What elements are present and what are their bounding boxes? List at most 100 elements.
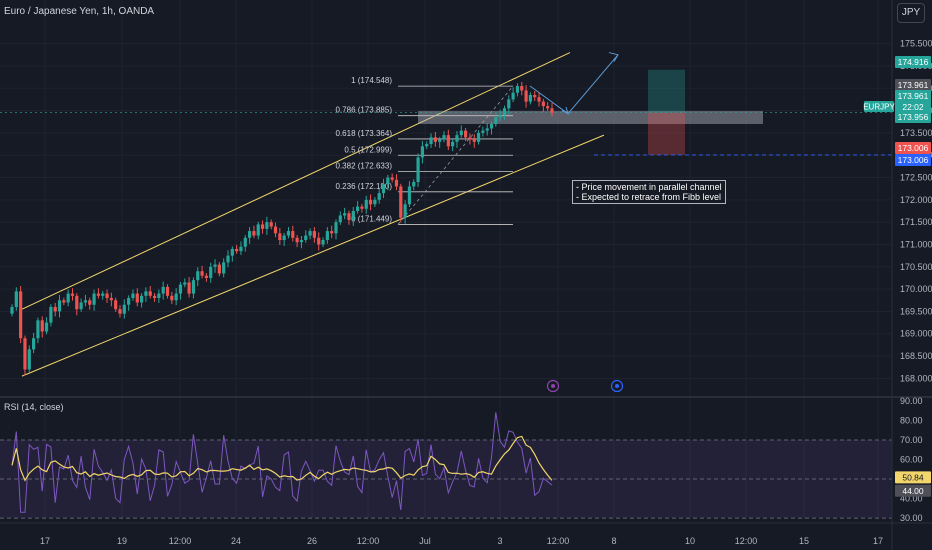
price-labels: 50.8444.00174.916173.961173.96122:02173.…: [863, 56, 931, 497]
candle-body: [381, 184, 386, 194]
candle-body: [425, 144, 429, 147]
candle-body: [528, 94, 532, 102]
target-price-label-bg: [895, 56, 931, 68]
rsi-tick-label: 90.00: [900, 396, 923, 406]
annotation-note[interactable]: - Price movement in parallel channel - E…: [572, 180, 726, 204]
time-tick-label: Jul: [419, 536, 431, 546]
fib-level-label: 0.382 (172.633): [336, 162, 393, 171]
candle-body: [455, 135, 459, 142]
candle-body: [451, 141, 455, 147]
stop-level-label-bg: [895, 154, 931, 166]
annotation-line-1: - Price movement in parallel channel: [576, 182, 722, 192]
price-tick-label: 168.500: [900, 351, 932, 361]
candle-body: [390, 177, 394, 180]
candle-body: [62, 300, 66, 303]
time-tick-label: 12:00: [357, 536, 380, 546]
candle-body: [152, 295, 157, 299]
stop-price-label-bg: [895, 142, 931, 154]
candle-body: [40, 320, 44, 332]
candle-body: [321, 240, 325, 245]
fib-level-label: 0.5 (172.999): [344, 145, 392, 154]
price-tick-label: 170.500: [900, 262, 932, 272]
candle-body: [183, 282, 187, 285]
candle-body: [317, 237, 321, 245]
candle-body: [66, 293, 70, 303]
stop-zone: [648, 112, 685, 155]
candle-body: [114, 300, 118, 310]
candle-body: [304, 235, 308, 241]
candle-body: [364, 199, 368, 209]
candle-body: [269, 222, 273, 227]
time-tick-label: 3: [497, 536, 502, 546]
candle-body: [533, 94, 537, 98]
candle-body: [187, 282, 191, 294]
candle-body: [260, 224, 265, 229]
time-tick-label: 24: [231, 536, 241, 546]
candle-body: [36, 320, 40, 339]
candle-body: [226, 255, 230, 263]
time-tick-label: 19: [117, 536, 127, 546]
currency-button[interactable]: JPY: [897, 3, 925, 23]
price-tick-label: 172.000: [900, 195, 932, 205]
fib-level-label: 1 (174.548): [351, 76, 392, 85]
candle-body: [19, 291, 23, 339]
candle-body: [44, 322, 49, 332]
candle-body: [243, 237, 247, 247]
candle-body: [101, 293, 105, 296]
rsi-tick-label: 80.00: [900, 415, 923, 425]
candle-body: [308, 231, 312, 236]
symbol-tag-bg: [864, 101, 894, 112]
candle-body: [420, 146, 424, 158]
candle-body: [88, 300, 92, 305]
candle-body: [515, 86, 520, 93]
price-tick-label: 171.000: [900, 239, 932, 249]
candle-body: [489, 123, 494, 129]
candle-body: [109, 298, 113, 301]
candle-body: [131, 293, 135, 299]
time-tick-label: 12:00: [169, 536, 192, 546]
candle-body: [377, 193, 381, 200]
candle-body: [511, 92, 515, 100]
candle-body: [273, 226, 278, 234]
candle-body: [32, 338, 36, 350]
candle-body: [338, 215, 342, 223]
high-price-label: 173.961: [898, 80, 929, 90]
annotation-line-2: - Expected to retrace from Fibb level: [576, 192, 722, 202]
candle-body: [49, 306, 53, 323]
countdown-label-bg: [895, 101, 931, 113]
candle-body: [161, 286, 165, 294]
candle-body: [442, 135, 446, 140]
candles: [10, 82, 554, 376]
symbol-tag: EURJPY: [863, 103, 895, 112]
candle-body: [550, 108, 554, 113]
candle-body: [343, 213, 347, 216]
candle-body: [157, 293, 161, 299]
candle-body: [399, 186, 403, 218]
stop-level-label: 173.006: [898, 155, 929, 165]
candle-body: [403, 204, 407, 218]
event-marker-dot: [615, 384, 619, 388]
current-price-label-bg: [895, 111, 931, 123]
candle-body: [498, 115, 502, 118]
rsi-tick-label: 40.00: [900, 494, 923, 504]
fib-level-label: 0 (171.449): [351, 214, 392, 223]
candle-body: [541, 101, 545, 107]
last-price-label: 173.961: [898, 91, 929, 101]
candle-body: [446, 135, 450, 147]
rsi-ma-value-label: 50.84: [902, 472, 924, 482]
candle-body: [394, 179, 399, 187]
countdown-label: 22:02: [902, 102, 924, 112]
candle-body: [278, 233, 282, 241]
candle-body: [23, 338, 27, 370]
candle-body: [10, 306, 14, 314]
candle-body: [196, 271, 200, 281]
fib-level-label: 0.786 (173.885): [336, 106, 393, 115]
candle-body: [178, 284, 183, 294]
candle-body: [27, 349, 31, 370]
candle-body: [412, 181, 416, 187]
candle-body: [325, 231, 329, 241]
stop-price-label: 173.006: [898, 143, 929, 153]
candle-body: [118, 309, 122, 314]
